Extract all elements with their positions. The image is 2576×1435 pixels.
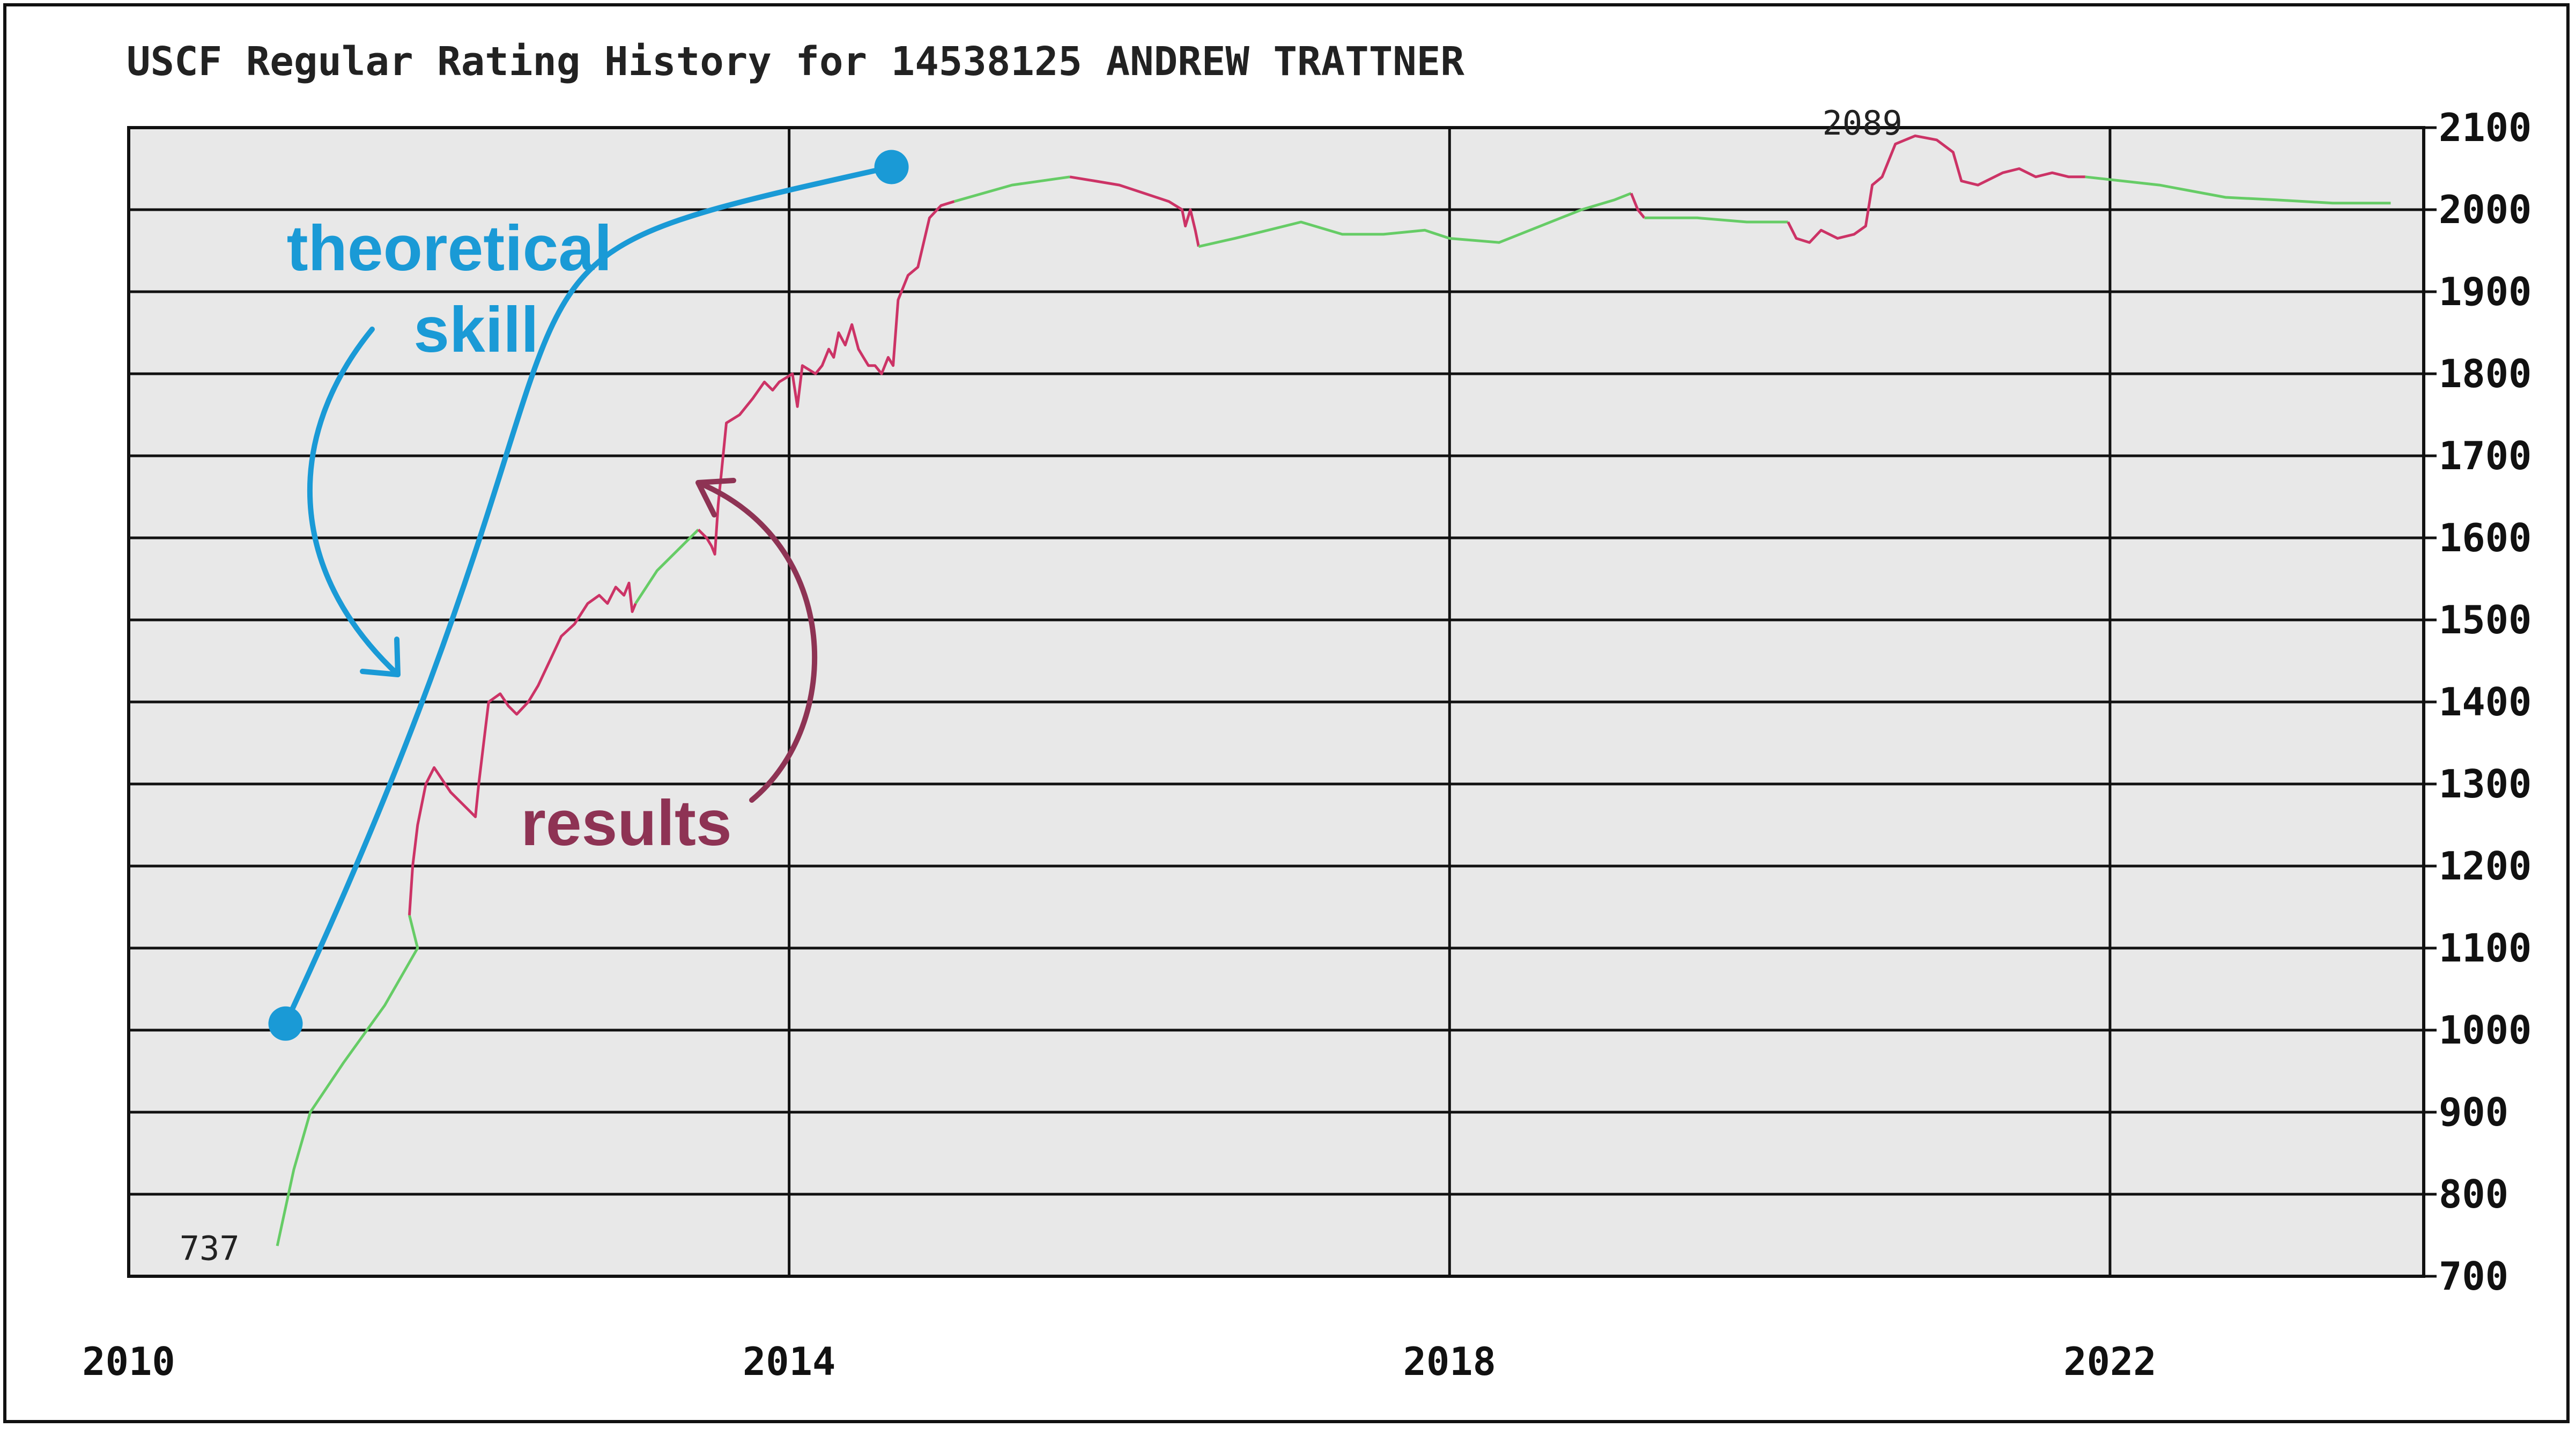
y-tick-label-1400: 1400	[2439, 679, 2531, 724]
series-green-segment-0	[276, 915, 419, 1246]
y-tick-label-2100: 2100	[2439, 105, 2531, 150]
theoretical-skill-curve	[283, 164, 894, 1026]
results-arrow-icon	[695, 478, 818, 803]
y-tick-label-1600: 1600	[2439, 515, 2531, 560]
annotation-737: 737	[180, 1229, 240, 1268]
x-tick-label-2010: 2010	[82, 1339, 175, 1384]
chart-title: USCF Regular Rating History for 14538125…	[127, 39, 1464, 85]
annotation-2089: 2089	[1822, 103, 1902, 143]
y-tick-label-800: 800	[2439, 1172, 2508, 1217]
x-tick-labels: 2010 2014 2018 2022	[82, 1339, 2156, 1384]
series-lines	[276, 134, 2391, 1246]
y-tick-label-2000: 2000	[2439, 187, 2531, 232]
y-tick-label-1700: 1700	[2439, 433, 2531, 478]
series-green-segment-2	[634, 528, 700, 604]
series-red-segment-5	[1069, 175, 1200, 247]
series-green-segment-6	[1198, 192, 1632, 248]
series-red-segment-7	[1630, 193, 1646, 219]
y-tick-label-900: 900	[2439, 1090, 2508, 1135]
y-tick-label-1300: 1300	[2439, 761, 2531, 807]
skill-end-dot	[874, 150, 909, 184]
series-red-segment-3	[697, 200, 955, 556]
y-tick-label-1800: 1800	[2439, 351, 2531, 396]
x-tick-label-2018: 2018	[1403, 1339, 1496, 1384]
y-tick-label-1900: 1900	[2439, 269, 2531, 314]
theoretical-skill-label-line1: theoretical	[287, 212, 612, 284]
hand-drawn-overlay: theoretical skill results	[268, 150, 909, 1041]
results-label: results	[521, 787, 732, 859]
theoretical-skill-label-line2: skill	[413, 294, 539, 366]
x-tick-label-2022: 2022	[2063, 1339, 2156, 1384]
y-tick-labels: 2100 2000 1900 1800 1700 1600 1500 1400 1300 1200…	[2424, 105, 2531, 1299]
y-tick-label-1100: 1100	[2439, 926, 2531, 971]
y-tick-label-1500: 1500	[2439, 597, 2531, 642]
series-green-segment-10	[2085, 175, 2391, 205]
series-green-segment-8	[1644, 216, 1788, 224]
chart-frame: 2100 2000 1900 1800 1700 1600 1500 1400 1300 1200…	[3, 3, 2570, 1423]
series-green-segment-4	[953, 175, 1070, 203]
y-tick-label-700: 700	[2439, 1254, 2508, 1299]
y-tick-label-1000: 1000	[2439, 1008, 2531, 1053]
skill-start-dot	[268, 1006, 303, 1041]
series-red-segment-1	[408, 581, 637, 915]
y-tick-label-1200: 1200	[2439, 844, 2531, 889]
skill-arrow-icon	[307, 327, 401, 677]
rating-history-chart: 2100 2000 1900 1800 1700 1600 1500 1400 1300 1200…	[82, 39, 2531, 1384]
data-annotations: 2089 737	[180, 103, 1903, 1268]
series-red-segment-9	[1787, 134, 2085, 244]
x-tick-label-2014: 2014	[743, 1339, 835, 1384]
